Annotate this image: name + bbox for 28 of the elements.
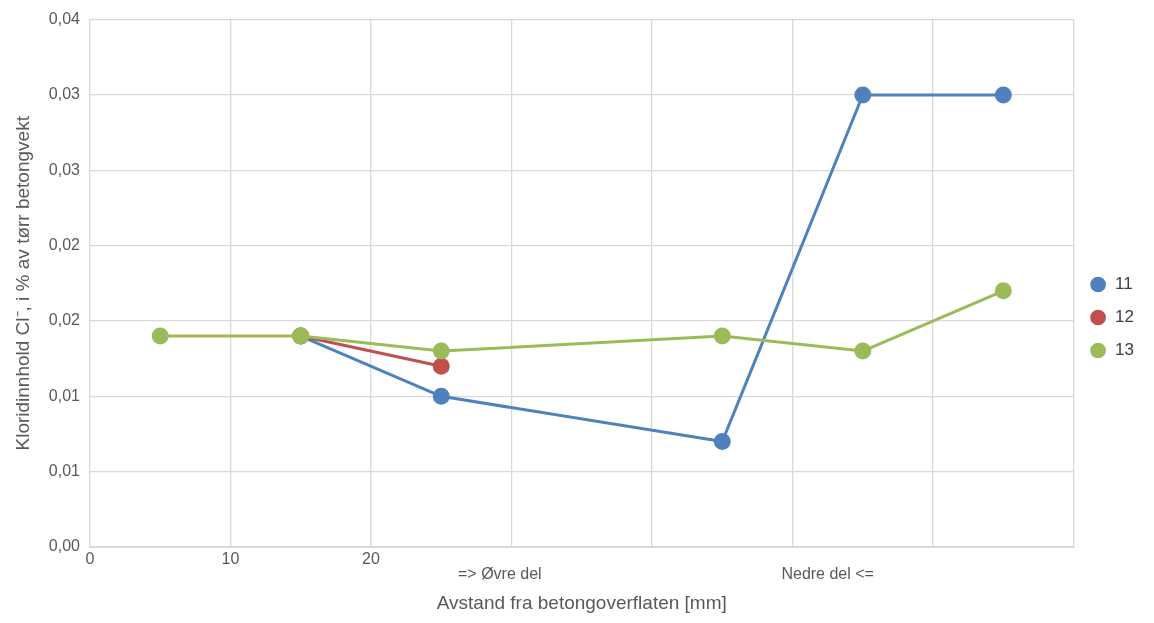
x-tick-label: 20 xyxy=(362,550,380,568)
point xyxy=(713,433,731,451)
point xyxy=(994,282,1012,300)
y-tick-label: 0,01 xyxy=(48,386,81,404)
x-tick-label: 10 xyxy=(221,550,240,568)
y-tick-label: 0,04 xyxy=(48,10,81,28)
y-axis-title: Kloridinnhold Cl⁻, i % av tørr betongvekt xyxy=(11,115,33,451)
legend-label: 13 xyxy=(1115,340,1135,360)
legend-label: 12 xyxy=(1115,307,1135,327)
x-tick-label: 0 xyxy=(85,550,95,568)
y-tick-label: 0,02 xyxy=(48,236,81,254)
y-tick-label: 0,03 xyxy=(48,85,81,103)
y-tick-label: 0,01 xyxy=(48,462,81,480)
point xyxy=(432,342,450,360)
legend-label: 11 xyxy=(1115,274,1133,294)
y-tick-label: 0,00 xyxy=(48,537,81,555)
text: => Øvre del xyxy=(457,565,542,583)
point xyxy=(432,387,450,405)
point xyxy=(854,342,872,360)
point xyxy=(151,327,169,345)
point xyxy=(994,86,1012,104)
y-tick-label: 0,02 xyxy=(48,311,81,329)
point xyxy=(854,86,872,104)
text: Nedre del <= xyxy=(781,565,874,583)
point xyxy=(432,357,450,375)
y-tick-label: 0,03 xyxy=(48,160,81,178)
x-axis-title: Avstand fra betongoverflaten [mm] xyxy=(436,591,727,613)
point xyxy=(713,327,731,345)
